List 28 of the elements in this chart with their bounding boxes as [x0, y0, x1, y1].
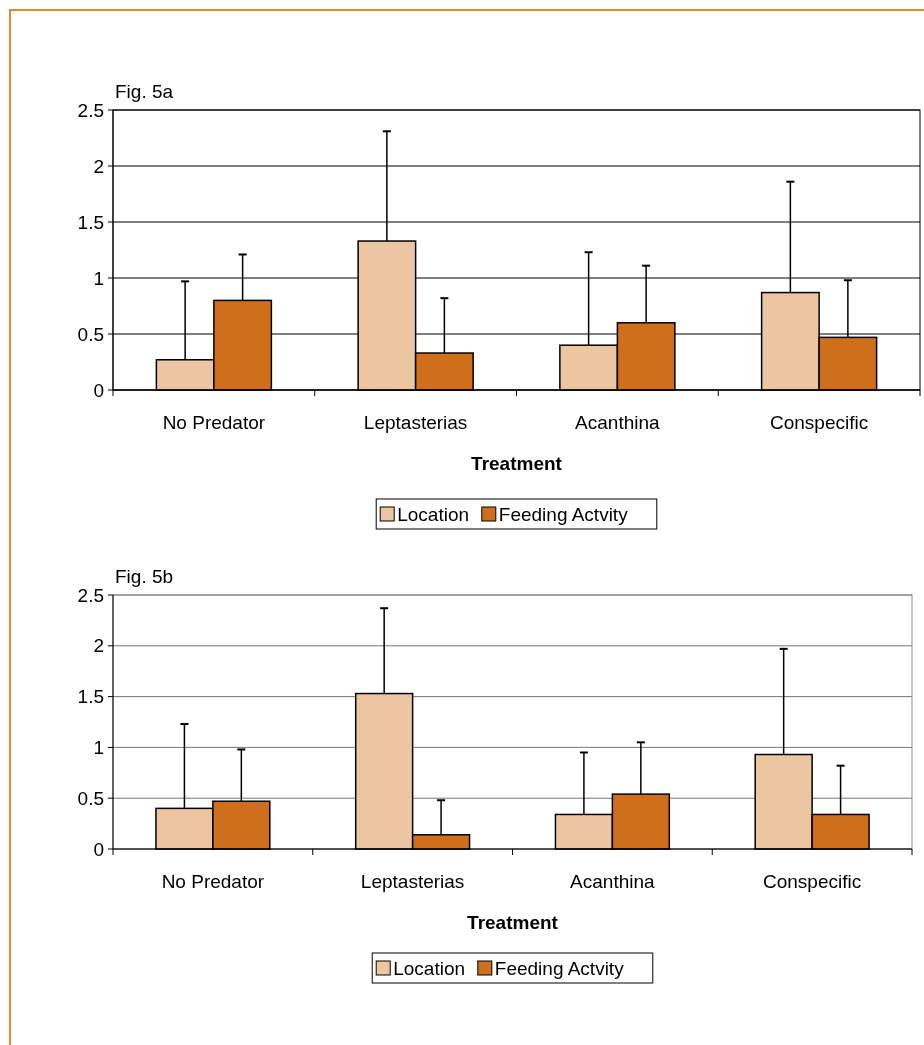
legend-label: Location	[397, 503, 470, 525]
y-tick-label: 2	[93, 635, 104, 657]
chart-title: Fig. 5b	[115, 566, 174, 587]
x-tick-label: Acanthina	[575, 412, 661, 433]
y-tick-label: 2.5	[77, 99, 104, 121]
chart-title: Fig. 5a	[115, 81, 174, 102]
y-tick-label: 0.5	[77, 787, 104, 809]
y-tick-label: 1.5	[77, 211, 104, 233]
x-tick-label: Leptasterias	[360, 871, 465, 892]
y-tick-label: 1	[93, 737, 104, 759]
x-axis-title: Treatment	[471, 453, 563, 474]
y-tick-label: 0	[93, 379, 104, 401]
y-tick-label: 2.5	[77, 584, 104, 606]
y-tick-label: 2	[93, 155, 104, 177]
y-tick-label: 1.5	[77, 686, 104, 708]
x-tick-label: Conspecific	[770, 412, 869, 433]
x-axis-title: Treatment	[467, 912, 559, 933]
y-tick-label: 0	[93, 838, 104, 860]
legend-label: Feeding Actvity	[494, 957, 625, 979]
legend-label: Feeding Actvity	[498, 503, 629, 525]
y-tick-label: 1	[93, 267, 104, 289]
x-tick-label: No Predator	[162, 412, 266, 433]
x-tick-label: No Predator	[161, 871, 265, 892]
x-tick-label: Leptasterias	[363, 412, 468, 433]
x-tick-label: Acanthina	[570, 871, 656, 892]
x-tick-label: Conspecific	[763, 871, 862, 892]
y-tick-label: 0.5	[77, 323, 104, 345]
legend-label: Location	[393, 957, 466, 979]
